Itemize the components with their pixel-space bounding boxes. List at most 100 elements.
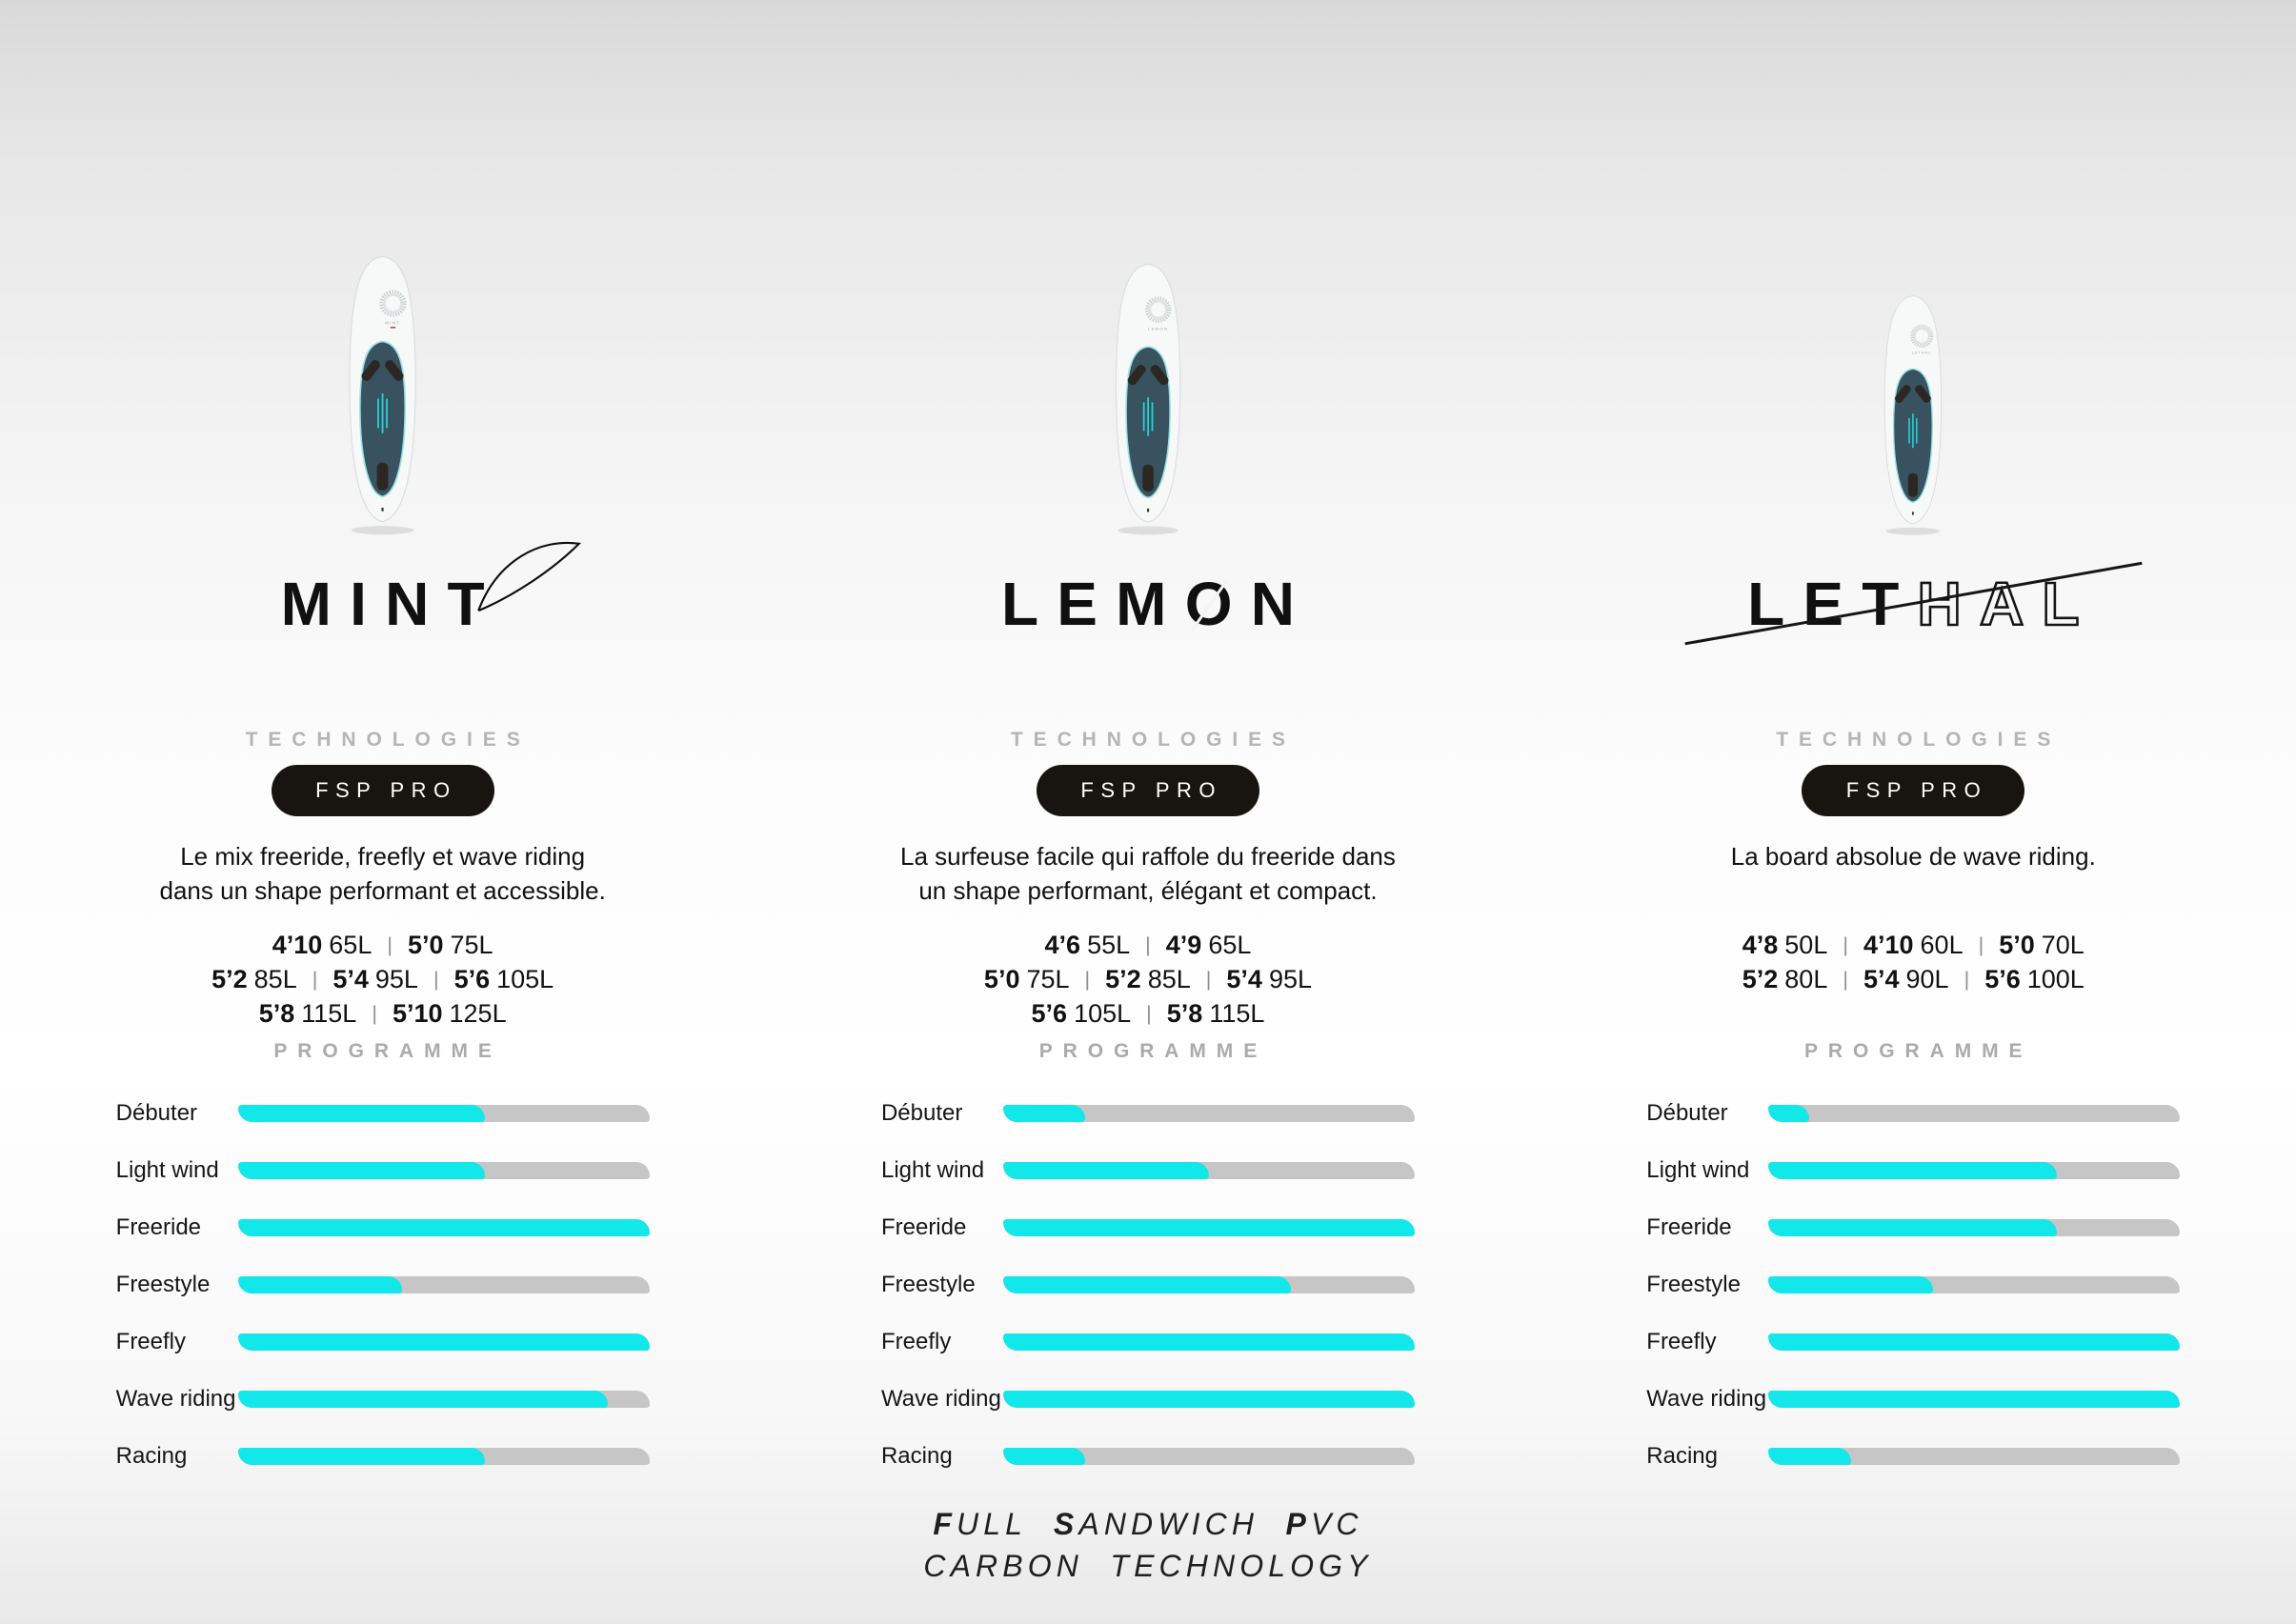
description-line: Le mix freeride, freefly et wave riding <box>180 841 586 871</box>
programme-bar-track <box>1002 1390 1415 1408</box>
programme-bar-track <box>237 1161 650 1179</box>
board-volume: 80L <box>1784 964 1828 993</box>
programme-bar-track <box>1002 1104 1415 1122</box>
programme-bar-fill <box>1002 1104 1086 1122</box>
board-volume: 65L <box>1208 930 1252 959</box>
fsp-pro-badge: FSP PRO <box>1036 764 1259 816</box>
board-length: 4’6 <box>1044 930 1081 959</box>
programme-bar-fill <box>1768 1161 2057 1179</box>
tail-plug <box>1912 511 1915 515</box>
programme-bar-fill <box>237 1218 650 1236</box>
board-title-mint: MINT <box>262 541 581 638</box>
programme-bar-fill <box>1768 1218 2057 1236</box>
programme-category-label: Freestyle <box>115 1271 211 1297</box>
description-line: La board absolue de wave riding. <box>1730 841 2096 871</box>
programme-bar-fill <box>1768 1333 2181 1351</box>
mint-leaf-icon <box>473 534 585 632</box>
size-line: 5’2 85L | 5’4 95L | 5’6 105L <box>211 963 554 997</box>
board-description: Le mix freeride, freefly et wave riding … <box>160 839 606 912</box>
programme-bar-fill <box>1002 1218 1415 1236</box>
size-separator: | <box>1145 932 1151 956</box>
programme-chart: Débuter Light wind Freeride Freestyle Freefl… <box>116 1085 650 1485</box>
size-separator: | <box>1205 966 1212 991</box>
programme-bar-track <box>237 1333 650 1351</box>
technologies-label: TECHNOLOGIES <box>245 728 531 751</box>
mint-board-illustration: MINT <box>349 255 416 535</box>
technologies-label: TECHNOLOGIES <box>1010 728 1296 751</box>
programme-bar-track <box>1002 1447 1415 1465</box>
programme-row: Freeride <box>1646 1199 2181 1256</box>
fsp-pro-badge-label: FSP PRO <box>1845 777 1988 802</box>
programme-row: Débuter <box>1646 1085 2181 1142</box>
board-deck-label: LETHAL <box>1912 351 1932 355</box>
rear-strap <box>1908 472 1919 497</box>
front-strap-left <box>1895 385 1912 403</box>
size-separator: | <box>433 966 439 991</box>
front-strap-right <box>1915 385 1932 403</box>
board-volume: 90L <box>1905 964 1949 993</box>
programme-category-label: Wave riding <box>1646 1385 1767 1412</box>
programme-category-label: Débuter <box>1646 1099 1728 1126</box>
board-length: 4’10 <box>1863 930 1914 959</box>
size-line: 5’2 80L | 5’4 90L | 5’6 100L <box>1742 963 2085 997</box>
tail-plug <box>1146 508 1150 512</box>
brand-swirl-logo <box>1910 324 1934 349</box>
programme-label: PROGRAMME <box>1038 1039 1268 1062</box>
board-length: 5’10 <box>392 998 443 1028</box>
footer-bold-initial: F <box>933 1507 957 1541</box>
programme-bar-track <box>1768 1104 2181 1122</box>
programme-category-label: Freestyle <box>1646 1271 1741 1297</box>
lemon-sliced-o-letter: O <box>1184 570 1251 638</box>
board-name: N <box>1250 570 1314 638</box>
board-description: La board absolue de wave riding. <box>1731 839 2096 912</box>
programme-label: PROGRAMME <box>1804 1039 2033 1062</box>
programme-row: Freestyle <box>1646 1256 2181 1313</box>
description-line: dans un shape performant et accessible. <box>159 875 606 905</box>
programme-row: Light wind <box>116 1142 650 1199</box>
programme-category-label: Freeride <box>1646 1213 1732 1240</box>
board-volume: 55L <box>1087 930 1131 959</box>
board-length: 5’8 <box>1166 998 1203 1028</box>
board-volume: 115L <box>1209 998 1265 1028</box>
board-deck-label: MINT <box>386 320 401 325</box>
programme-category-label: Racing <box>115 1442 188 1469</box>
fsp-pro-badge-label: FSP PRO <box>315 777 457 802</box>
size-separator: | <box>387 932 393 956</box>
board-volume: 95L <box>1268 964 1313 993</box>
board-volume: 100L <box>2026 964 2085 993</box>
programme-row: Débuter <box>881 1085 1415 1142</box>
programme-row: Light wind <box>881 1142 1415 1199</box>
fsp-pro-badge: FSP PRO <box>1802 764 2025 816</box>
programme-category-label: Freestyle <box>880 1271 976 1297</box>
programme-bar-track <box>1768 1333 2181 1351</box>
programme-bar-track <box>1002 1161 1415 1179</box>
board-volume: 95L <box>374 964 418 993</box>
programme-category-label: Racing <box>1646 1442 1718 1469</box>
programme-category-label: Freeride <box>880 1213 967 1240</box>
footer-line1: FULL SANDWICH PVC <box>0 1503 2296 1545</box>
board-volume: 85L <box>253 964 297 993</box>
size-line: 5’0 75L | 5’2 85L | 5’4 95L <box>984 963 1312 997</box>
programme-category-label: Light wind <box>1646 1156 1750 1183</box>
board-description: La surfeuse facile qui raffole du freeri… <box>900 839 1396 912</box>
board-title-lemon: LEMON <box>983 570 1313 638</box>
size-line: 5’6 105L | 5’8 115L <box>984 997 1312 1032</box>
programme-bar-fill <box>1768 1275 1934 1293</box>
board-length: 4’8 <box>1742 930 1779 959</box>
footer-bold-initial: P <box>1285 1507 1311 1541</box>
size-separator: | <box>1964 966 1970 991</box>
programme-bar-track <box>1768 1390 2181 1408</box>
programme-bar-fill <box>237 1161 485 1179</box>
programme-bar-track <box>1002 1218 1415 1236</box>
programme-category-label: Débuter <box>880 1099 963 1126</box>
board-volume: 65L <box>329 930 373 959</box>
programme-category-label: Freefly <box>1646 1328 1717 1354</box>
programme-row: Freefly <box>881 1313 1415 1371</box>
programme-bar-fill <box>1002 1447 1086 1465</box>
programme-bar-fill <box>1002 1390 1415 1408</box>
board-length: 5’2 <box>211 964 248 993</box>
board-length: 4’10 <box>272 930 323 959</box>
size-separator: | <box>1843 932 1848 956</box>
programme-bar-track <box>1768 1275 2181 1293</box>
programme-bar-track <box>237 1390 650 1408</box>
